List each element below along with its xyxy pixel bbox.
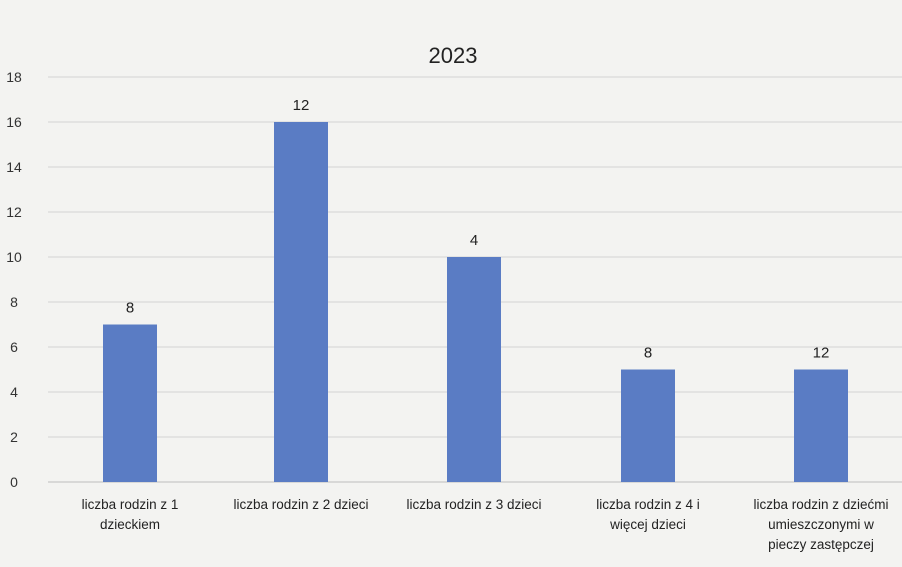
chart-title: 2023 xyxy=(429,43,478,68)
y-tick-label-16: 16 xyxy=(6,114,22,130)
data-label-2: 12 xyxy=(293,97,310,114)
category-label-line: dzieckiem xyxy=(100,517,160,532)
category-label-5: liczba rodzin z dziećmi umieszczonymi w pi… xyxy=(753,497,888,552)
data-label-4: 8 xyxy=(644,345,652,362)
category-label-line: liczba rodzin z 2 dzieci xyxy=(233,497,368,512)
y-tick-label-12: 12 xyxy=(6,204,22,220)
category-label-4: liczba rodzin z 4 i więcej dzieci xyxy=(596,497,700,532)
y-tick-label-2: 2 xyxy=(10,429,18,445)
category-label-1: liczba rodzin z 1 dzieckiem xyxy=(82,497,179,532)
data-label-3: 4 xyxy=(470,232,478,249)
category-label-3: liczba rodzin z 3 dzieci xyxy=(406,497,541,512)
category-label-line: liczba rodzin z 4 i xyxy=(596,497,700,512)
y-axis-ticks: 0 2 4 6 8 10 12 14 16 18 xyxy=(6,69,22,490)
data-label-1: 8 xyxy=(126,300,134,317)
category-label-line: liczba rodzin z 1 xyxy=(82,497,179,512)
y-tick-label-6: 6 xyxy=(10,339,18,355)
category-label-line: umieszczonymi w xyxy=(768,517,874,532)
bar-3 xyxy=(447,257,501,482)
y-tick-label-4: 4 xyxy=(10,384,18,400)
category-label-line: pieczy zastępczej xyxy=(768,537,874,552)
bar-5 xyxy=(794,369,848,482)
category-label-2: liczba rodzin z 2 dzieci xyxy=(233,497,368,512)
data-label-5: 12 xyxy=(813,345,830,362)
bar-2 xyxy=(274,122,328,482)
y-tick-label-8: 8 xyxy=(10,294,18,310)
bar-1 xyxy=(103,324,157,482)
y-tick-label-14: 14 xyxy=(6,159,22,175)
y-tick-label-18: 18 xyxy=(6,69,22,85)
data-labels: 8 12 4 8 12 xyxy=(126,97,830,362)
category-label-line: więcej dzieci xyxy=(609,517,686,532)
bar-4 xyxy=(621,369,675,482)
y-tick-label-0: 0 xyxy=(10,474,18,490)
category-label-line: liczba rodzin z 3 dzieci xyxy=(406,497,541,512)
category-label-line: liczba rodzin z dziećmi xyxy=(753,497,888,512)
bars xyxy=(103,122,848,482)
y-tick-label-10: 10 xyxy=(6,249,22,265)
